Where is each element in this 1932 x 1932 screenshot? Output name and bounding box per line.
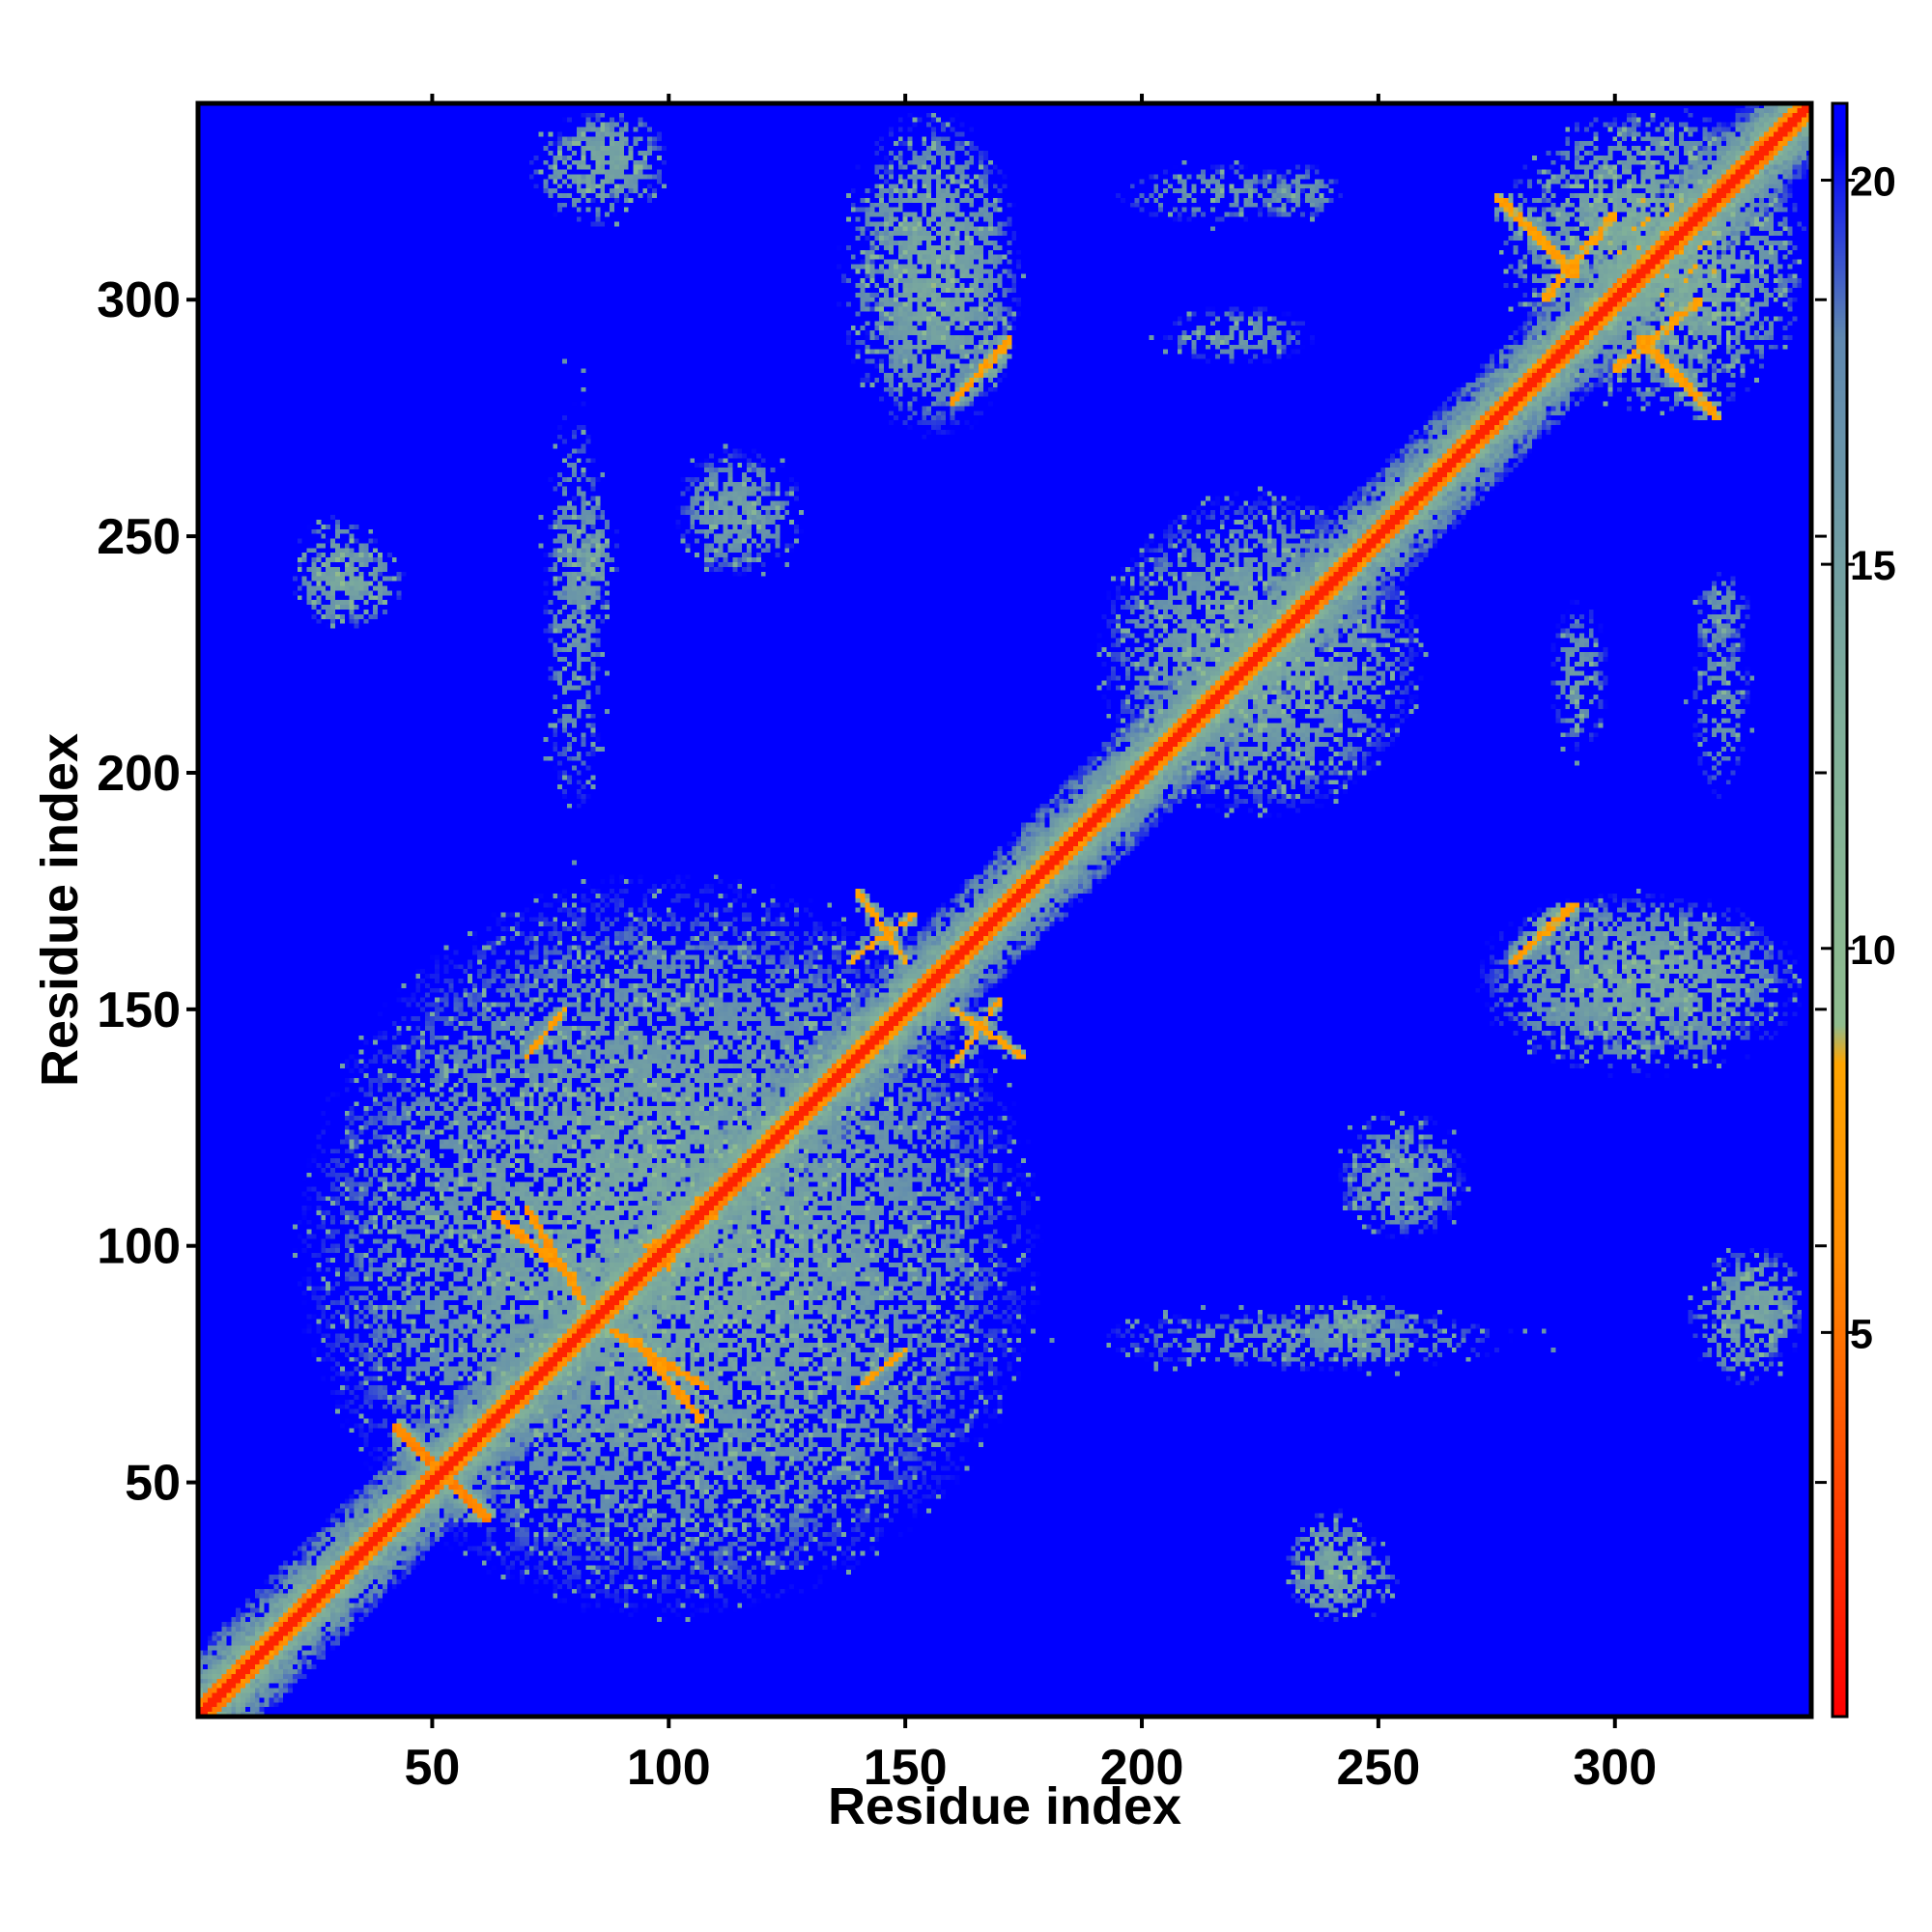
distance-heatmap xyxy=(198,103,1811,1717)
x-tick-label: 200 xyxy=(1100,1740,1184,1796)
colorbar-tick-label: 20 xyxy=(1850,159,1896,206)
colorbar-tick-label: 15 xyxy=(1850,543,1896,589)
colorbar xyxy=(1833,103,1847,1717)
colorbar-tick-label: 10 xyxy=(1850,927,1896,974)
x-tick-label: 50 xyxy=(404,1740,460,1796)
x-tick-label: 250 xyxy=(1337,1740,1421,1796)
x-axis-title: Residue index xyxy=(828,1777,1181,1835)
y-tick-label: 200 xyxy=(97,746,181,802)
x-tick-label: 150 xyxy=(864,1740,948,1796)
y-axis-title: Residue index xyxy=(31,733,89,1087)
x-tick-label: 300 xyxy=(1573,1740,1657,1796)
plot-frame xyxy=(195,100,1814,1719)
y-tick-label: 150 xyxy=(97,982,181,1038)
colorbar-frame xyxy=(1831,101,1849,1719)
y-tick-label: 250 xyxy=(97,509,181,565)
y-tick-label: 300 xyxy=(97,272,181,328)
x-tick-label: 100 xyxy=(627,1740,711,1796)
y-tick-label: 100 xyxy=(97,1219,181,1275)
y-tick-label: 50 xyxy=(125,1456,181,1512)
colorbar-tick-label: 5 xyxy=(1850,1311,1873,1357)
